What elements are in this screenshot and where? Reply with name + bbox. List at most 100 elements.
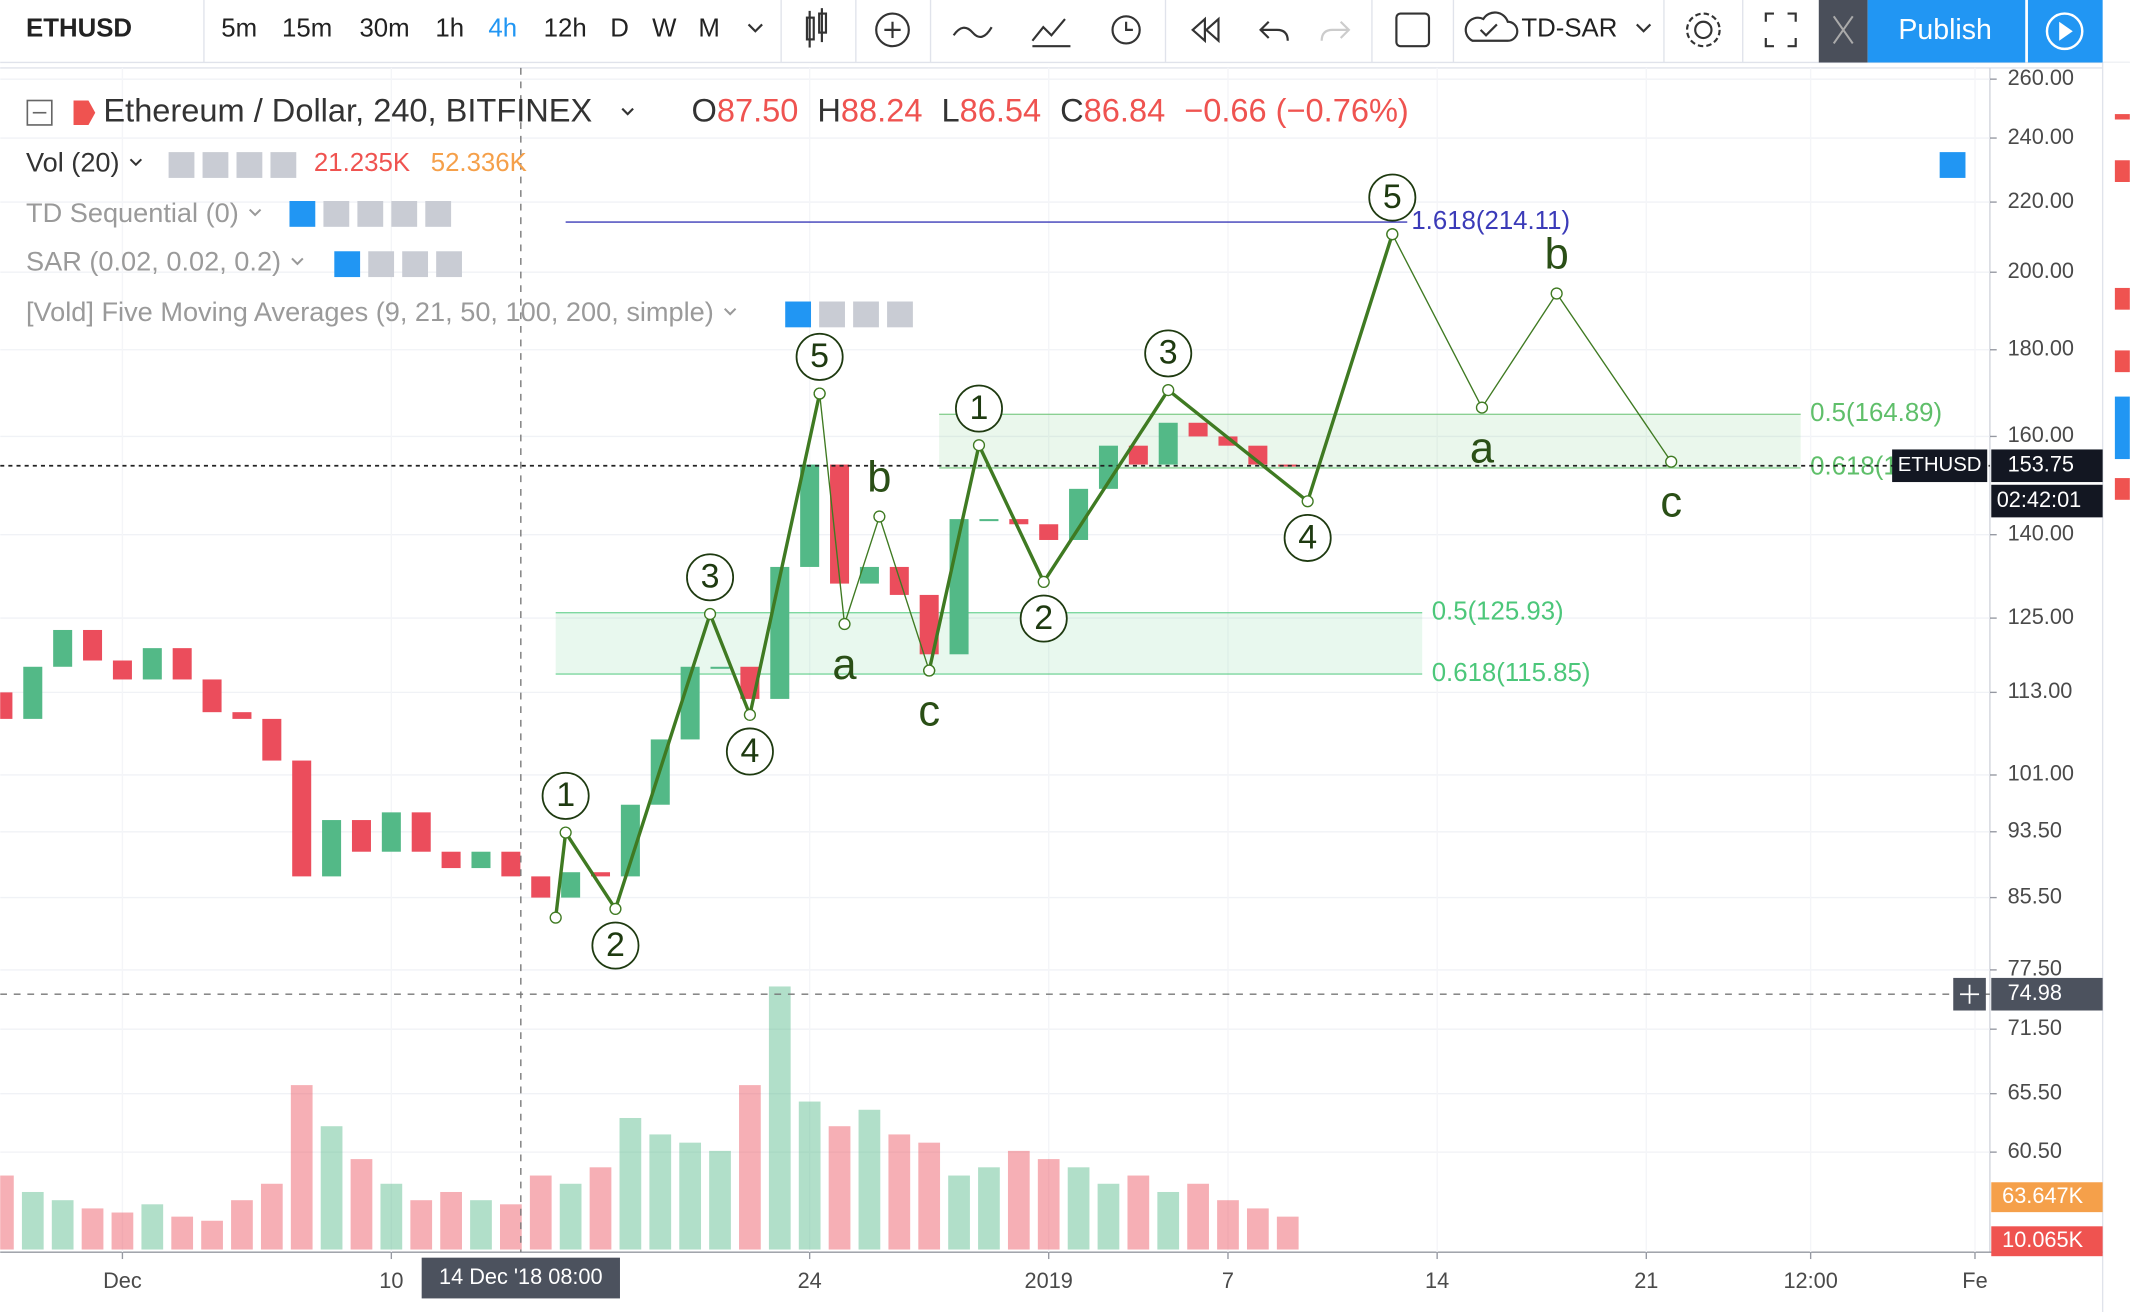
x-tick-label: 12:00 [1783, 1268, 1837, 1293]
fullscreen-icon[interactable] [1764, 12, 1797, 48]
interval-button[interactable]: 30m [359, 15, 409, 43]
volume-bar [649, 1134, 672, 1250]
template-dropdown[interactable] [1636, 23, 1652, 33]
fib-label: 0.618(115.85) [1432, 659, 1591, 687]
legend-dropdown[interactable] [621, 107, 634, 116]
legend-ohlc: O87.50 H88.24 L86.54 C86.84 −0.66 (−0.76%) [692, 91, 1409, 128]
volume-bar [828, 1126, 851, 1250]
candle [172, 648, 192, 680]
symbol-price-name: ETHUSD [1898, 454, 1982, 476]
symbol-flag [73, 100, 96, 125]
legend-title[interactable]: Ethereum / Dollar, 240, BITFINEX [103, 91, 592, 128]
interval-button[interactable]: M [698, 15, 720, 43]
side-strip [2102, 62, 2130, 1312]
wave-label: 4 [1298, 518, 1317, 556]
indicator-legend[interactable]: TD Sequential (0) [26, 197, 239, 228]
volume-bar [470, 1200, 492, 1250]
wave-vertex [703, 607, 717, 621]
crosshair-button-icon [1960, 984, 1980, 1004]
volume-bar [290, 1085, 313, 1250]
undo-icon[interactable] [1259, 20, 1289, 41]
template-name[interactable]: TD-SAR [1521, 15, 1617, 43]
fib-label: 0.5(164.89) [1810, 399, 1942, 427]
wave-label-circle [541, 771, 590, 820]
candle [919, 594, 939, 655]
replay-icon[interactable] [1191, 16, 1220, 44]
volume-bar [679, 1142, 702, 1250]
y-tick-label: 260.00 [2008, 65, 2074, 90]
candle [710, 666, 730, 669]
wave-label: 3 [1159, 334, 1178, 372]
alert-icon[interactable] [1111, 15, 1141, 45]
wave-line [818, 393, 930, 671]
object-tree-button[interactable] [1939, 152, 1966, 178]
ohlc-value: 86.54 [960, 91, 1042, 128]
wave-label: 2 [606, 926, 625, 964]
indicator-dropdown[interactable] [723, 307, 737, 316]
interval-button[interactable]: W [652, 15, 677, 43]
indicator-dropdown[interactable] [248, 208, 262, 217]
candle [1069, 488, 1089, 540]
interval-button[interactable]: 5m [221, 15, 257, 43]
wave-vertex [923, 664, 936, 677]
candle [142, 648, 162, 680]
volume-bar [350, 1159, 373, 1250]
volume-bar [1067, 1167, 1090, 1250]
financials-icon[interactable] [1031, 18, 1071, 48]
y-tick-label: 77.50 [2008, 956, 2062, 981]
wave-vertex [549, 911, 562, 924]
candle-type-icon[interactable] [805, 8, 828, 48]
indicator-dropdown[interactable] [129, 158, 143, 167]
countdown-box [1991, 484, 2103, 518]
candle [23, 666, 43, 719]
redo-icon[interactable] [1320, 20, 1351, 41]
wave-label: 5 [810, 337, 829, 375]
wave-label: c [1660, 479, 1682, 527]
volume-bar [978, 1167, 1000, 1250]
y-tick-label: 65.50 [2008, 1079, 2062, 1104]
candle [381, 812, 401, 852]
volume-bar [768, 986, 791, 1250]
symbol[interactable]: ETHUSD [26, 15, 132, 43]
publish-button[interactable] [1867, 0, 2026, 63]
candle [770, 566, 790, 699]
cloud-icon[interactable] [1464, 11, 1519, 42]
x-tick-label: Dec [103, 1268, 142, 1293]
indicators-icon[interactable] [952, 26, 993, 39]
y-tick-label: 71.50 [2008, 1015, 2062, 1040]
volume-bar [529, 1175, 552, 1250]
interval-button[interactable]: 1h [435, 15, 464, 43]
interval-dropdown[interactable] [747, 23, 763, 33]
add-indicator-icon[interactable] [875, 12, 910, 48]
y-tick-label: 125.00 [2008, 604, 2074, 629]
publish-label[interactable]: Publish [1898, 14, 1992, 46]
indicator-legend[interactable]: Vol (20) [26, 147, 120, 178]
x-tick-label: 21 [1634, 1268, 1658, 1293]
toolbar-separators [203, 0, 1744, 63]
interval-button[interactable]: D [610, 15, 629, 43]
fib-label: 1.618(214.11) [1411, 207, 1570, 235]
y-tick-label: 140.00 [2008, 520, 2074, 545]
interval-button[interactable]: 12h [544, 15, 587, 43]
collapse-button[interactable] [26, 99, 53, 126]
indicator-dropdown[interactable] [291, 257, 304, 266]
layout-icon[interactable] [1395, 12, 1431, 48]
wave-vertex [609, 902, 622, 915]
crosshair-price-label: 74.98 [2008, 980, 2062, 1005]
interval-button[interactable]: 4h [488, 15, 517, 43]
wave-label: a [832, 641, 857, 689]
play-icon [2045, 12, 2084, 51]
wave-vertex [972, 439, 986, 452]
interval-button[interactable]: 15m [282, 15, 332, 43]
volume-bar [858, 1109, 881, 1250]
indicator-legend[interactable]: SAR (0.02, 0.02, 0.2) [26, 246, 281, 277]
wave-vertex [1386, 228, 1399, 241]
wave-line [927, 233, 1394, 671]
indicator-legend[interactable]: [Vold] Five Moving Averages (9, 21, 50, … [26, 296, 714, 327]
candle [889, 566, 909, 595]
wave-label: 3 [701, 558, 720, 596]
volume-bar [51, 1200, 74, 1250]
indicator-buttons[interactable] [168, 152, 913, 328]
settings-icon[interactable] [1685, 12, 1721, 48]
volume-bar [440, 1191, 462, 1250]
